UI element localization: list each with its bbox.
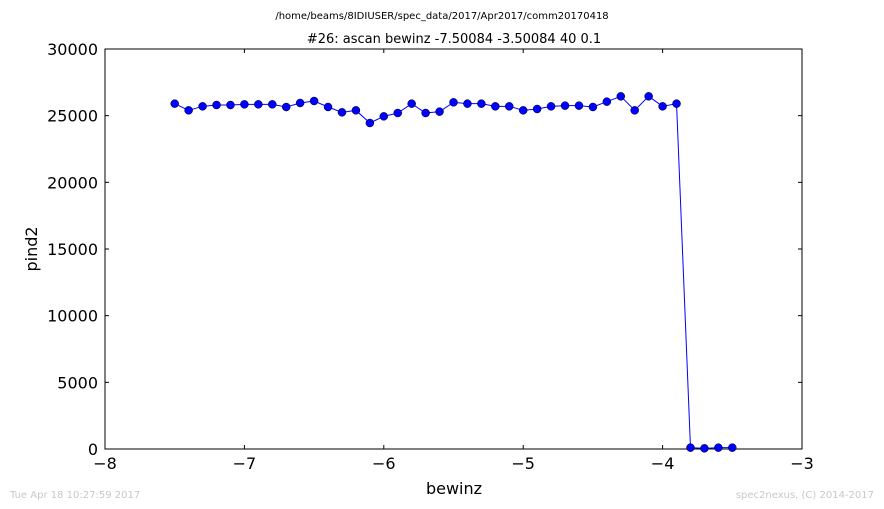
x-tick-label: −7: [233, 454, 257, 473]
data-point: [184, 106, 193, 115]
data-point: [630, 106, 639, 115]
footer-timestamp: Tue Apr 18 10:27:59 2017: [9, 490, 140, 501]
y-tick-label: 20000: [47, 173, 98, 192]
y-tick-label: 30000: [47, 40, 98, 59]
data-point: [170, 99, 179, 108]
y-tick-label: 0: [88, 440, 98, 459]
data-point: [449, 98, 458, 107]
data-point: [728, 443, 737, 452]
x-axis-label: bewinz: [426, 479, 482, 498]
data-point: [365, 118, 375, 128]
axes-frame: [104, 48, 803, 450]
data-point: [532, 104, 542, 114]
x-tick-label: −4: [651, 454, 675, 473]
data-point: [407, 99, 416, 108]
data-point: [379, 112, 389, 121]
x-tick-label: −6: [372, 454, 396, 473]
y-tick-label: 15000: [47, 240, 98, 259]
data-point: [616, 92, 626, 101]
data-point: [477, 99, 486, 108]
data-point: [714, 443, 723, 452]
x-tick-label: −5: [511, 454, 535, 473]
data-point: [421, 108, 430, 118]
x-tick-label: −8: [93, 454, 117, 473]
data-point: [602, 97, 612, 106]
data-point: [700, 444, 709, 453]
data-point: [546, 102, 556, 111]
data-point: [574, 101, 584, 110]
data-point: [435, 107, 444, 116]
data-point: [198, 102, 207, 111]
data-point: [351, 106, 361, 115]
data-point: [323, 102, 333, 112]
plot-area: −8 −7 −6 −5 −4 −3 0 5000 10000 15000 20000 25000 300…: [47, 40, 814, 473]
data-point: [644, 92, 653, 101]
chart-title: #26: ascan bewinz -7.50084 -3.50084 40 0…: [307, 32, 601, 47]
data-point: [268, 100, 277, 109]
data-point: [281, 102, 291, 112]
data-point: [240, 100, 249, 109]
footer-credit: spec2nexus, (C) 2014-2017: [736, 490, 874, 501]
y-tick-label: 5000: [57, 373, 98, 392]
data-point: [672, 99, 681, 108]
data-point: [254, 100, 263, 109]
x-tick-label: −3: [790, 454, 814, 473]
data-point: [588, 102, 598, 112]
y-axis-label: pind2: [22, 226, 41, 271]
file-path-title: /home/beams/8IDIUSER/spec_data/2017/Apr2…: [275, 11, 608, 22]
data-point: [463, 99, 472, 108]
data-point: [226, 100, 235, 110]
data-point: [393, 108, 402, 118]
data-point: [518, 106, 528, 115]
data-point: [212, 100, 221, 110]
data-point: [491, 102, 500, 111]
data-point: [337, 108, 347, 117]
data-point: [309, 96, 319, 106]
data-point: [560, 101, 570, 110]
data-point: [295, 98, 305, 108]
y-tick-label: 10000: [47, 307, 98, 326]
data-line: [174, 95, 733, 449]
data-point: [658, 102, 667, 111]
y-tick-label: 25000: [47, 107, 98, 126]
data-point: [505, 102, 514, 111]
data-point: [686, 443, 695, 452]
